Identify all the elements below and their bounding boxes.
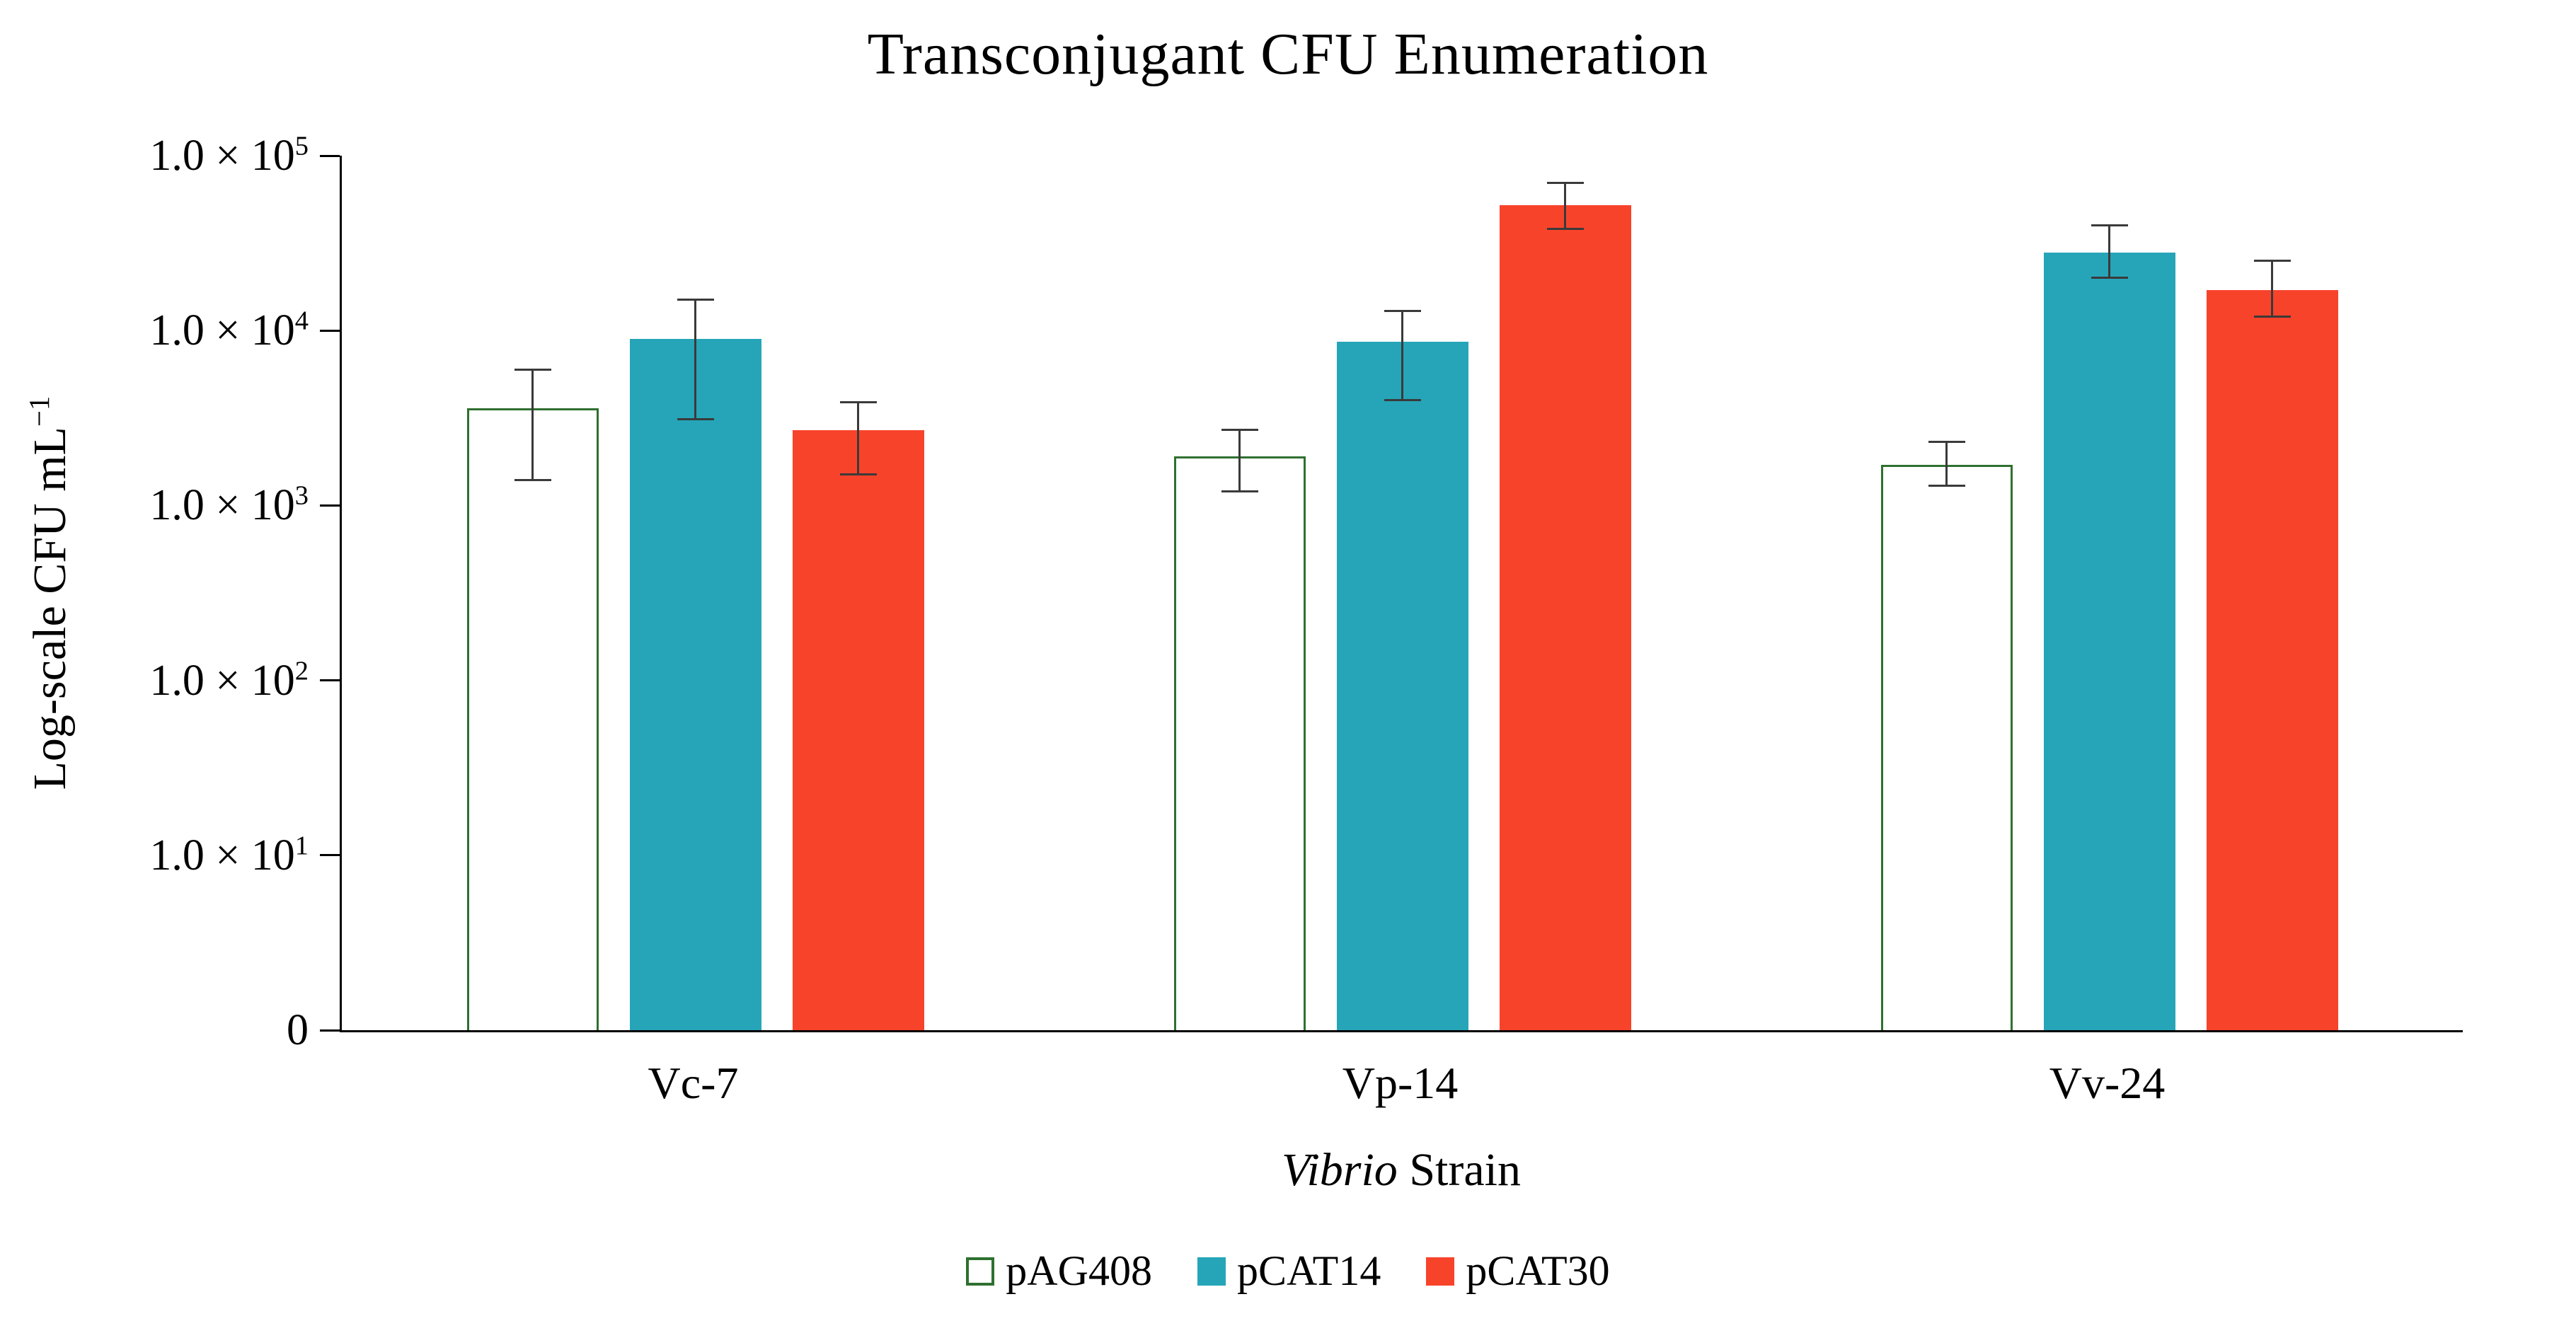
y-tick-label: 0: [287, 1006, 309, 1054]
y-axis-tick: [320, 1029, 340, 1032]
bar-pCAT30-Vv-24: [2206, 290, 2338, 1030]
error-bar-cap: [514, 368, 551, 371]
chart-title: Transconjugant CFU Enumeration: [867, 21, 1709, 87]
x-category-label-Vv-24: Vv-24: [2049, 1058, 2166, 1108]
error-bar-cap: [839, 400, 877, 403]
error-bar-pCAT30-Vc-7: [857, 402, 859, 475]
error-bar-cap: [1384, 309, 1421, 312]
error-bar-pAG408-Vc-7: [531, 369, 534, 480]
error-bar-pCAT30-Vv-24: [2271, 260, 2273, 317]
bar-pAG408-Vp-14: [1173, 456, 1306, 1030]
y-tick-label: 1.0 × 102: [149, 655, 309, 705]
error-bar-pAG408-Vp-14: [1238, 429, 1241, 492]
legend-label-pAG408: pAG408: [1006, 1247, 1152, 1294]
error-bar-pCAT14-Vp-14: [1401, 311, 1403, 400]
y-tick-labels: 1.0 × 105 1.0 × 104 1.0 × 103 1.0 × 102 1.0 …: [0, 132, 309, 1054]
legend: pAG408 pCAT14 pCAT30: [0, 1247, 2576, 1296]
error-bar-cap: [1546, 181, 1584, 184]
error-bar-cap: [2091, 224, 2128, 226]
bar-pCAT14-Vv-24: [2043, 252, 2175, 1030]
bar-pCAT30-Vc-7: [792, 429, 924, 1030]
error-bar-pCAT14-Vc-7: [694, 299, 696, 420]
legend-item-pCAT14: pCAT14: [1197, 1247, 1381, 1296]
x-category-labels: Vc-7 Vp-14 Vv-24: [340, 1057, 2463, 1121]
error-bar-cap: [1928, 441, 1965, 444]
error-bar-cap: [1384, 399, 1421, 402]
error-bar-pCAT14-Vv-24: [2108, 225, 2110, 278]
y-axis-tick: [320, 854, 340, 857]
error-bar-cap: [2253, 260, 2291, 262]
y-tick-label: 1.0 × 105: [149, 131, 309, 180]
y-tick-label: 1.0 × 101: [149, 831, 309, 879]
error-bar-cap: [2091, 277, 2128, 279]
x-category-label-Vp-14: Vp-14: [1342, 1058, 1459, 1108]
error-bar-cap: [1928, 484, 1965, 487]
legend-label-pCAT30: pCAT30: [1466, 1247, 1610, 1294]
plot-area: [340, 156, 2463, 1032]
error-bar-cap: [2253, 316, 2291, 318]
legend-swatch-pCAT30: [1426, 1257, 1455, 1286]
error-bar-pAG408-Vv-24: [1945, 442, 1948, 486]
y-axis-tick: [320, 679, 340, 682]
legend-item-pCAT30: pCAT30: [1426, 1247, 1610, 1296]
error-bar-cap: [839, 473, 877, 476]
x-axis-title-italic: Vibrio: [1282, 1144, 1398, 1196]
error-bar-cap: [514, 478, 551, 481]
error-bar-cap: [677, 299, 714, 301]
x-category-label-Vc-7: Vc-7: [648, 1058, 739, 1108]
bar-pCAT14-Vc-7: [629, 338, 761, 1030]
y-axis-tick: [320, 504, 340, 507]
legend-label-pCAT14: pCAT14: [1236, 1247, 1381, 1294]
error-bar-cap: [1221, 429, 1258, 432]
y-axis-tick: [320, 154, 340, 157]
legend-item-pAG408: pAG408: [966, 1247, 1152, 1296]
legend-swatch-pAG408: [966, 1257, 995, 1286]
y-tick-label: 1.0 × 103: [149, 480, 309, 530]
y-axis-tick: [320, 329, 340, 332]
error-bar-cap: [1221, 490, 1258, 493]
error-bar-pCAT30-Vp-14: [1564, 183, 1566, 229]
legend-swatch-pCAT14: [1197, 1257, 1226, 1286]
x-axis-title-rest: Strain: [1397, 1144, 1521, 1196]
error-bar-cap: [677, 418, 714, 421]
y-tick-marks: [320, 154, 340, 1033]
y-tick-label: 1.0 × 104: [149, 306, 309, 355]
bar-pAG408-Vv-24: [1880, 465, 2013, 1030]
bar-pCAT14-Vp-14: [1336, 342, 1468, 1030]
bar-pCAT30-Vp-14: [1499, 205, 1631, 1030]
error-bar-cap: [1546, 228, 1584, 231]
x-axis-title: Vibrio Strain: [340, 1143, 2463, 1197]
bar-pAG408-Vc-7: [466, 408, 599, 1030]
